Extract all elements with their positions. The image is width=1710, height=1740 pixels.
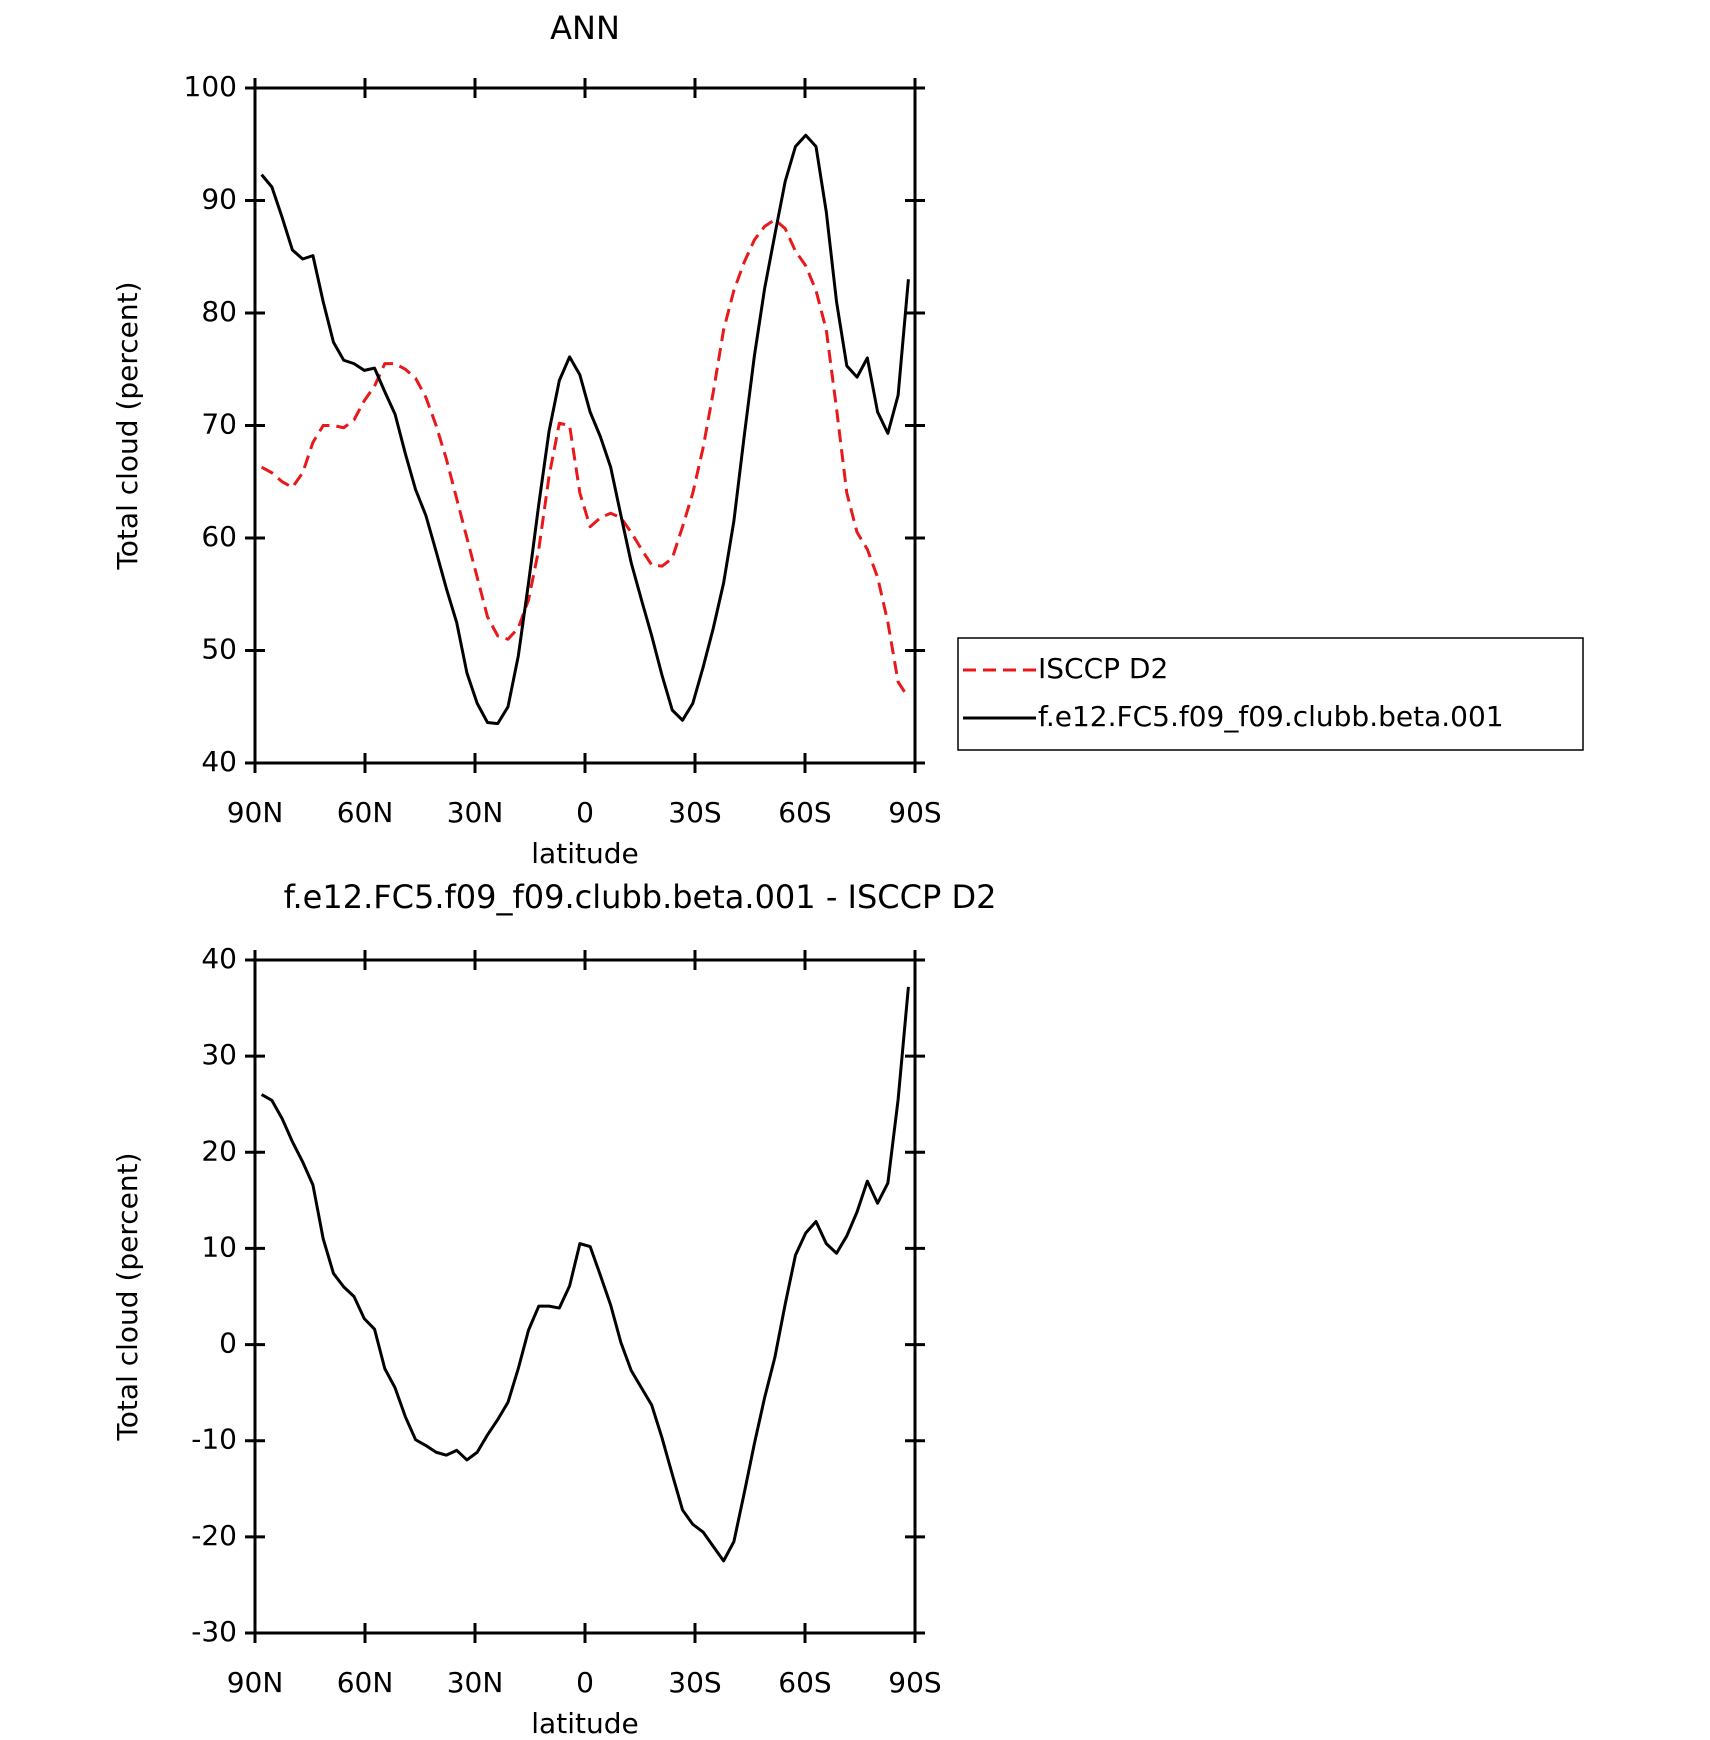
- x-tick-label: 30S: [668, 796, 721, 829]
- y-tick-label: 50: [201, 633, 237, 666]
- x-tick-label: 60N: [337, 1666, 394, 1699]
- chart-title: f.e12.FC5.f09_f09.clubb.beta.001 - ISCCP…: [284, 878, 997, 916]
- y-tick-label: 40: [201, 942, 237, 975]
- legend-label: f.e12.FC5.f09_f09.clubb.beta.001: [1038, 700, 1504, 733]
- y-tick-label: -20: [191, 1519, 237, 1552]
- data-line: [260, 218, 910, 699]
- x-tick-label: 30S: [668, 1666, 721, 1699]
- y-tick-label: 40: [201, 745, 237, 778]
- y-tick-label: 10: [201, 1230, 237, 1263]
- x-tick-label: 90S: [888, 1666, 941, 1699]
- y-tick-label: -30: [191, 1615, 237, 1648]
- x-tick-label: 90S: [888, 796, 941, 829]
- x-tick-label: 30N: [447, 1666, 504, 1699]
- x-tick-label: 90N: [227, 1666, 284, 1699]
- legend-label: ISCCP D2: [1038, 652, 1168, 685]
- y-tick-label: 30: [201, 1038, 237, 1071]
- y-tick-label: -10: [191, 1423, 237, 1456]
- x-axis-label: latitude: [531, 837, 638, 870]
- data-line: [260, 986, 910, 1563]
- y-tick-label: 0: [219, 1327, 237, 1360]
- y-tick-label: 90: [201, 183, 237, 216]
- y-axis-label: Total cloud (percent): [111, 281, 144, 570]
- legend-box: [957, 637, 1584, 751]
- y-tick-label: 60: [201, 520, 237, 553]
- x-tick-label: 0: [576, 796, 594, 829]
- chart-title: ANN: [550, 9, 620, 47]
- x-axis-label: latitude: [531, 1707, 638, 1740]
- data-line: [260, 133, 910, 726]
- x-tick-label: 0: [576, 1666, 594, 1699]
- x-tick-label: 30N: [447, 796, 504, 829]
- x-tick-label: 60S: [778, 1666, 831, 1699]
- x-tick-label: 60S: [778, 796, 831, 829]
- x-tick-label: 90N: [227, 796, 284, 829]
- y-tick-label: 70: [201, 408, 237, 441]
- y-tick-label: 100: [184, 70, 237, 103]
- y-axis-label: Total cloud (percent): [111, 1152, 144, 1441]
- x-tick-label: 60N: [337, 796, 394, 829]
- y-tick-label: 20: [201, 1134, 237, 1167]
- plot-frame: [253, 86, 917, 765]
- y-tick-label: 80: [201, 295, 237, 328]
